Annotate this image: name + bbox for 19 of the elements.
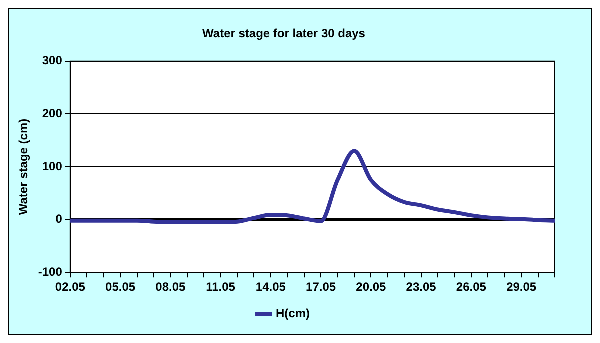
x-tick-label: 05.05 (106, 280, 136, 294)
x-tick-label: 29.05 (506, 280, 537, 294)
y-tick-label: 100 (42, 159, 63, 174)
y-tick-label: 300 (42, 54, 63, 68)
x-tick-label: 26.05 (456, 280, 487, 294)
line-series (68, 149, 557, 224)
y-tick-label: 200 (42, 106, 63, 121)
x-tick-label: 20.05 (356, 280, 387, 294)
x-tick-label: 23.05 (406, 280, 437, 294)
x-tick-label: 17.05 (306, 280, 336, 294)
y-tick-label: -100 (38, 264, 63, 279)
chart-title: Water stage for later 30 days (202, 26, 366, 41)
legend-label: H(cm) (276, 306, 310, 320)
x-tick-label: 02.05 (55, 280, 86, 294)
y-tick-label: 0 (56, 212, 63, 226)
x-tick-label: 11.05 (206, 280, 236, 294)
x-tick-label: 14.05 (256, 280, 286, 294)
y-axis-title: Water stage (cm) (16, 118, 31, 216)
x-tick-label: 08.05 (156, 280, 186, 294)
